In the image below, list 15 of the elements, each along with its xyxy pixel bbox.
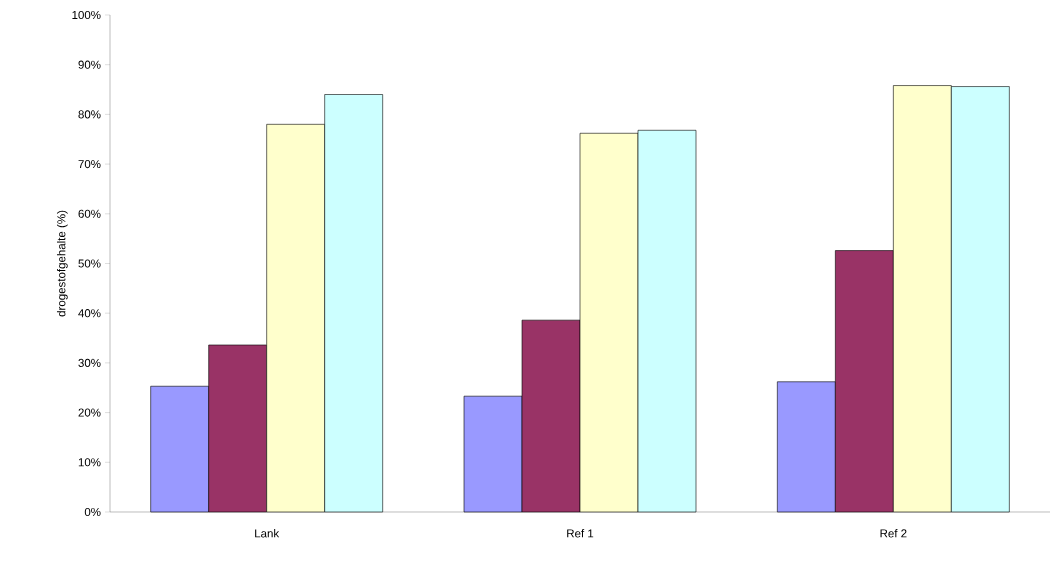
y-tick-label: 50% bbox=[78, 259, 101, 268]
y-tick-label: 80% bbox=[78, 110, 101, 119]
y-tick-label: 40% bbox=[78, 309, 101, 318]
y-tick-label: 60% bbox=[78, 209, 101, 218]
y-tick-label: 70% bbox=[78, 160, 101, 169]
x-tick-label: Ref 1 bbox=[567, 529, 594, 538]
y-tick-label: 20% bbox=[78, 408, 101, 417]
x-tick-label: Ref 2 bbox=[880, 529, 907, 538]
x-tick-label: Lank bbox=[255, 529, 280, 538]
y-tick-label: 10% bbox=[78, 458, 101, 467]
y-axis-title: drogestofgehalte (%) bbox=[56, 210, 68, 317]
y-tick-label: 90% bbox=[78, 60, 101, 69]
y-tick-label: 100% bbox=[72, 10, 101, 20]
y-tick-label: 0% bbox=[84, 507, 101, 517]
y-tick-label: 30% bbox=[78, 358, 101, 367]
